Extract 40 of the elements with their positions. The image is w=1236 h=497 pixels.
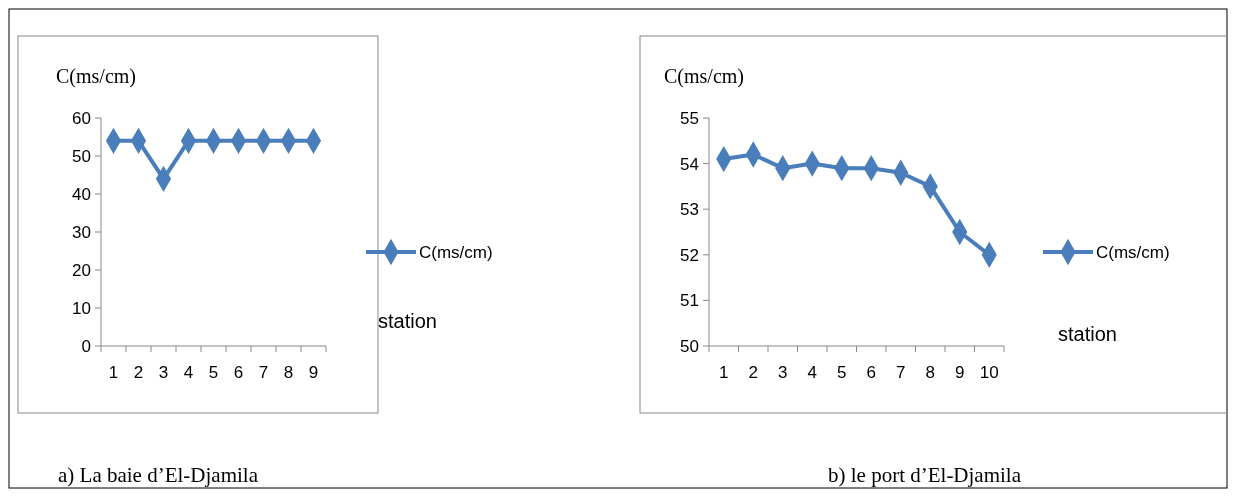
x-tick-label: 5 [208, 363, 219, 382]
y-tick-label: 10 [72, 298, 91, 318]
x-axis-title: station [1058, 323, 1117, 345]
text: a) La baie d’El-Djamila [58, 463, 259, 487]
x-tick-label: 4 [183, 363, 194, 382]
x-tick-label: 7 [896, 363, 906, 382]
y-tick-label: 55 [680, 108, 699, 128]
y-tick-label: 0 [81, 336, 91, 356]
legend-label: C(ms/cm) [419, 242, 493, 262]
x-tick-label: 7 [258, 363, 269, 382]
y-axis-title: C(ms/cm) [56, 65, 136, 88]
y-tick-label: 50 [680, 336, 699, 356]
y-tick-label: 20 [72, 260, 91, 280]
y-tick-label: 60 [72, 108, 91, 128]
y-tick-label: 51 [680, 291, 699, 311]
x-tick-label: 9 [955, 363, 965, 382]
x-tick-label: 2 [748, 363, 758, 382]
x-tick-label: 4 [807, 363, 817, 382]
legend-label: C(ms/cm) [1096, 242, 1170, 262]
x-tick-label: 2 [133, 363, 144, 382]
y-tick-label: 50 [72, 146, 91, 166]
y-tick-label: 30 [72, 222, 91, 242]
y-axis-title: C(ms/cm) [664, 65, 744, 88]
y-tick-label: 54 [680, 154, 699, 174]
x-tick-label: 9 [308, 363, 319, 382]
y-tick-label: 52 [680, 245, 699, 265]
x-tick-label: 8 [925, 363, 935, 382]
x-tick-label: 6 [866, 363, 876, 382]
x-tick-label: 3 [158, 363, 169, 382]
x-tick-label: 5 [837, 363, 847, 382]
x-tick-label: 1 [719, 363, 729, 382]
text: b) le port d’El-Djamila [828, 463, 1022, 487]
x-tick-label: 3 [778, 363, 788, 382]
x-tick-label: 10 [979, 363, 999, 382]
y-tick-label: 40 [72, 184, 91, 204]
x-tick-label: 8 [283, 363, 294, 382]
y-tick-label: 53 [680, 200, 699, 220]
x-tick-label: 6 [233, 363, 244, 382]
x-tick-label: 1 [108, 363, 119, 382]
x-axis-title: station [378, 310, 437, 332]
